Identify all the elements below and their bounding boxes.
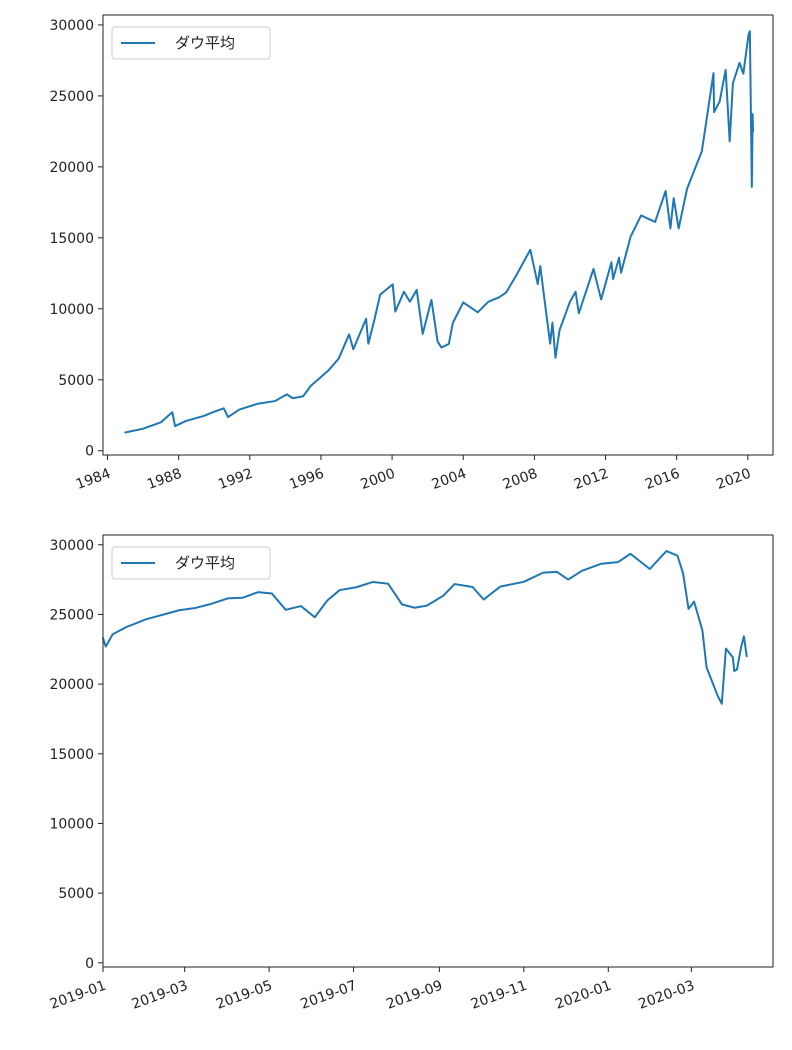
y-tick-label: 0 xyxy=(85,956,94,972)
x-tick-label: 2012 xyxy=(572,466,611,493)
x-tick-label: 2019-07 xyxy=(298,978,358,1013)
y-tick-label: 5000 xyxy=(58,373,94,389)
legend-label: ダウ平均 xyxy=(175,554,235,572)
x-tick-label: 2020-03 xyxy=(636,978,696,1013)
x-tick-label: 2016 xyxy=(643,466,682,493)
y-tick-label: 0 xyxy=(85,444,94,460)
y-tick-label: 25000 xyxy=(49,89,94,105)
plot-frame xyxy=(102,14,774,456)
y-tick-label: 10000 xyxy=(49,816,94,832)
y-tick-label: 10000 xyxy=(49,302,94,318)
plot-frame xyxy=(102,534,774,968)
legend: ダウ平均 xyxy=(111,26,271,60)
chart-recent: 0 5000 10000 15000 20000 25000 30000 2019-01 201… xyxy=(48,534,774,1013)
x-tick-label: 2019-11 xyxy=(469,978,529,1013)
x-tick-label: 2004 xyxy=(430,466,469,493)
x-tick-label: 2020 xyxy=(714,466,753,493)
y-tick-label: 15000 xyxy=(49,231,94,247)
x-tick-label: 2020-01 xyxy=(553,978,613,1013)
y-tick-label: 5000 xyxy=(58,886,94,902)
legend: ダウ平均 xyxy=(111,546,271,580)
series-line-0 xyxy=(102,550,748,705)
y-tick-label: 20000 xyxy=(49,160,94,176)
x-tick-label: 2008 xyxy=(501,466,540,493)
y-tick-label: 25000 xyxy=(49,607,94,623)
x-tick-label: 2019-01 xyxy=(48,978,108,1013)
series-line-0 xyxy=(124,30,755,434)
y-tick-label: 20000 xyxy=(49,677,94,693)
x-tick-label: 1992 xyxy=(216,466,255,493)
y-tick-label: 30000 xyxy=(49,538,94,554)
y-tick-label: 30000 xyxy=(49,18,94,34)
x-tick-label: 1996 xyxy=(287,466,326,493)
legend-box xyxy=(111,26,271,60)
x-tick-label: 2000 xyxy=(358,466,397,493)
x-tick-label: 1984 xyxy=(74,466,113,493)
x-tick-label: 1988 xyxy=(145,466,184,493)
x-tick-label: 2019-09 xyxy=(384,978,444,1013)
y-tick-label: 15000 xyxy=(49,747,94,763)
x-tick-label: 2019-03 xyxy=(130,978,190,1013)
x-tick-label: 2019-05 xyxy=(214,978,274,1013)
legend-box xyxy=(111,546,271,580)
legend-label: ダウ平均 xyxy=(175,34,235,52)
chart-long-term: 0 5000 10000 15000 20000 25000 30000 1984 1988 19… xyxy=(49,14,774,493)
